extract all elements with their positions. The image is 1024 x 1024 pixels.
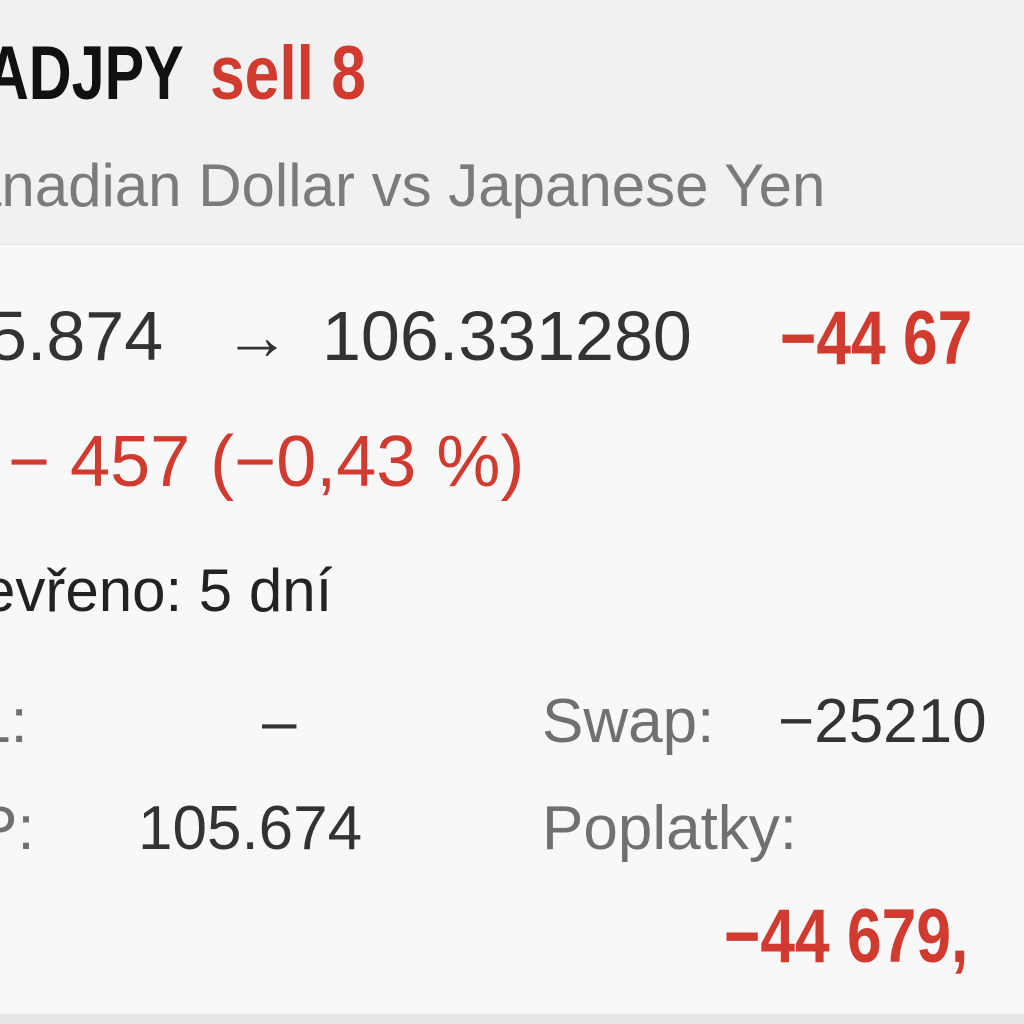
- profit-value: −44 67: [780, 296, 973, 381]
- open-price: 5.874: [0, 297, 164, 375]
- fees-label: Poplatky:: [542, 794, 798, 863]
- price-change: − 457 (−0,43 %): [8, 422, 525, 502]
- stop-loss-value: –: [262, 687, 297, 756]
- opened-duration: evřeno: 5 dní: [0, 557, 333, 624]
- current-price: 106.331280: [322, 297, 692, 375]
- swap-label: Swap:: [542, 687, 715, 756]
- take-profit-label: P:: [0, 794, 35, 863]
- stop-loss-label: L:: [0, 687, 28, 756]
- trade-details-card: 5.874 → 106.331280 −44 67 − 457 (−0,43 %…: [0, 244, 1024, 1015]
- instrument-symbol: ADJPY: [0, 31, 184, 116]
- swap-value: −25210: [778, 687, 987, 756]
- trade-action: sell 8: [210, 31, 366, 116]
- total-profit-value: −44 679,: [724, 894, 969, 979]
- take-profit-value: 105.674: [138, 794, 363, 863]
- bottom-divider: [0, 1014, 1024, 1024]
- instrument-description: anadian Dollar vs Japanese Yen: [0, 152, 826, 219]
- price-arrow-icon: →: [224, 299, 290, 373]
- trade-header: ADJPY sell 8 anadian Dollar vs Japanese …: [0, 0, 1024, 244]
